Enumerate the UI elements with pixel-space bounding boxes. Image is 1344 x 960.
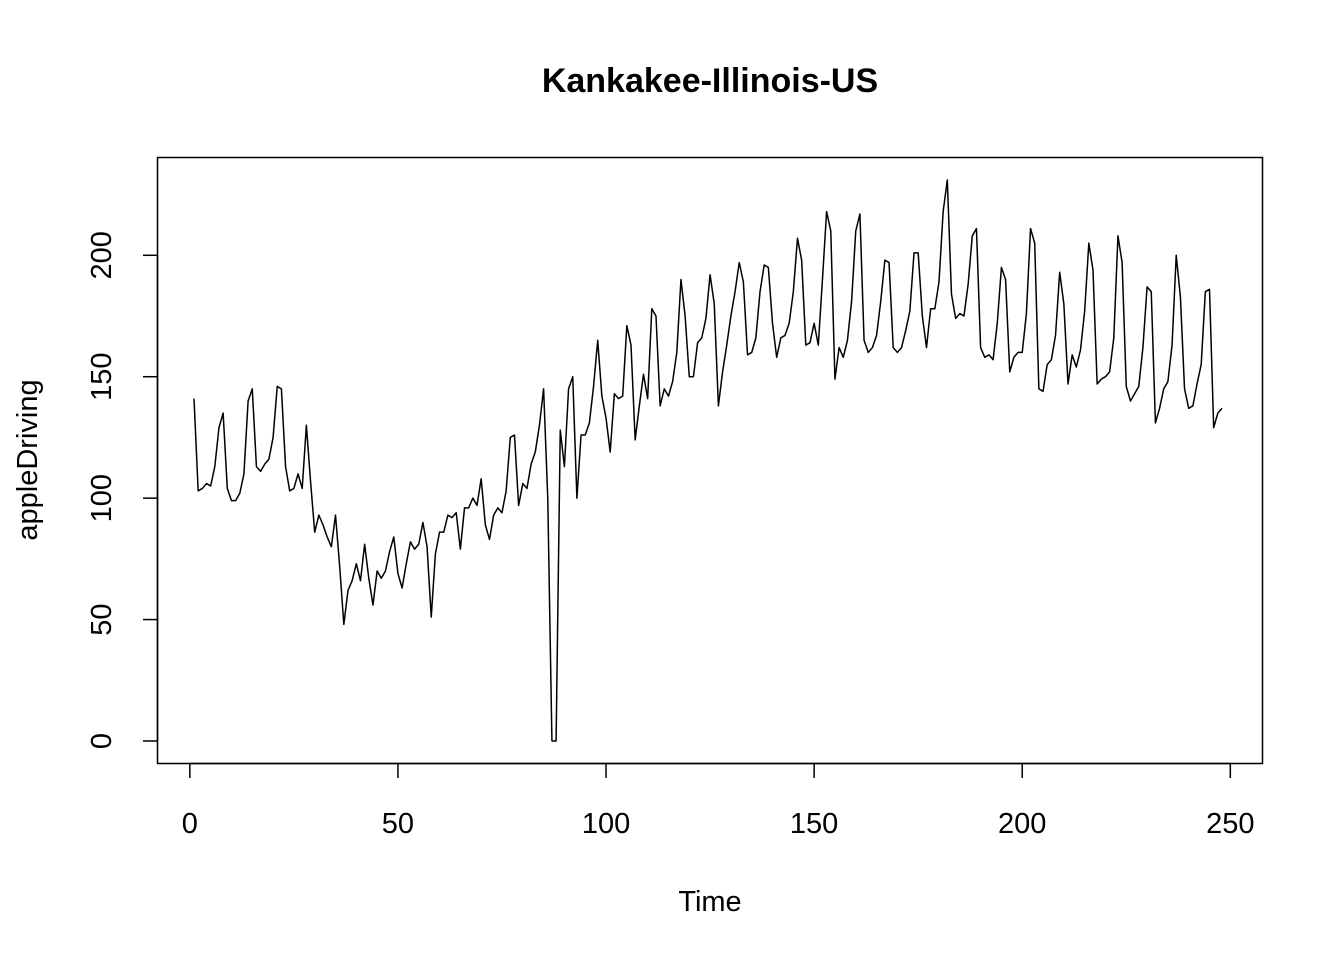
x-tick-label: 200 bbox=[998, 808, 1046, 840]
y-tick-label: 0 bbox=[86, 733, 118, 749]
x-tick-label: 100 bbox=[582, 808, 630, 840]
y-tick-label: 200 bbox=[86, 231, 118, 279]
chart-title: Kankakee-Illinois-US bbox=[542, 62, 878, 100]
x-tick-label: 150 bbox=[790, 808, 838, 840]
y-axis-label: appleDriving bbox=[12, 379, 44, 540]
y-tick-label: 100 bbox=[86, 474, 118, 522]
x-tick-label: 50 bbox=[382, 808, 414, 840]
x-tick-label: 250 bbox=[1206, 808, 1254, 840]
x-axis-label: Time bbox=[678, 886, 741, 918]
x-tick-label: 0 bbox=[182, 808, 198, 840]
y-tick-label: 150 bbox=[86, 353, 118, 401]
y-tick-label: 50 bbox=[86, 603, 118, 635]
